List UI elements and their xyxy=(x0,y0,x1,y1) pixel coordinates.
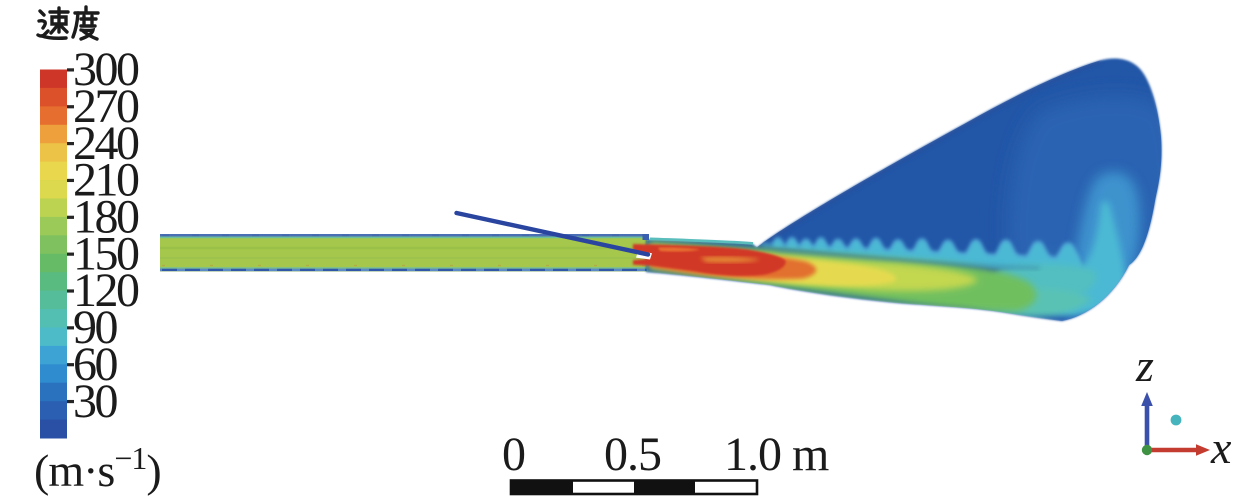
svg-text:x: x xyxy=(1210,422,1232,473)
svg-text:0.5: 0.5 xyxy=(604,428,661,481)
svg-text:0: 0 xyxy=(502,428,525,481)
svg-text:1.0 m: 1.0 m xyxy=(724,428,829,481)
svg-text:90: 90 xyxy=(73,301,118,354)
svg-text:300: 300 xyxy=(73,43,139,96)
svg-text:210: 210 xyxy=(73,154,139,207)
svg-text:z: z xyxy=(1135,340,1154,391)
svg-text:270: 270 xyxy=(73,80,139,133)
svg-text:30: 30 xyxy=(73,375,118,428)
svg-text:240: 240 xyxy=(73,117,139,170)
svg-text:180: 180 xyxy=(73,191,139,244)
svg-text:120: 120 xyxy=(73,264,139,317)
svg-text:150: 150 xyxy=(73,227,139,280)
svg-text:60: 60 xyxy=(73,338,118,391)
